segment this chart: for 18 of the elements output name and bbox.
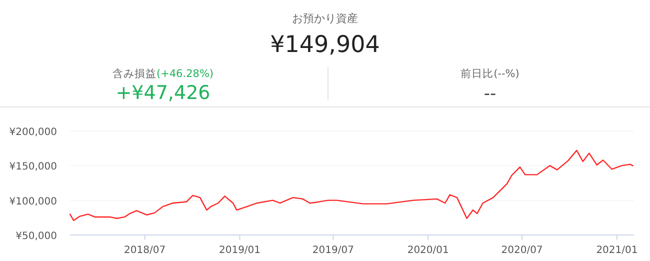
x-tick-label: 2019/01 — [218, 245, 261, 256]
x-tick-label: 2021/01 — [596, 245, 638, 256]
chart-title: お預かり資産 — [292, 12, 358, 25]
x-tick-label: 2020/01 — [407, 245, 449, 256]
y-tick-label: ¥100,000 — [9, 196, 57, 208]
text: -- — [484, 84, 496, 104]
y-tick-label: ¥150,000 — [9, 162, 57, 173]
x-tick-label: 2019/07 — [312, 245, 354, 256]
text: 含み損益 — [112, 67, 156, 80]
chart-subtitle: ¥149,904 — [270, 32, 380, 58]
text: (+46.28%) — [156, 68, 214, 80]
y-tick-label: ¥200,000 — [9, 127, 57, 138]
text: +¥47,426 — [116, 82, 210, 104]
x-tick-label: 2018/07 — [124, 245, 166, 256]
text: 前日比(--%) — [460, 67, 520, 80]
y-tick-label: ¥50,000 — [16, 231, 57, 242]
line-series — [69, 150, 634, 222]
x-tick-label: 2020/07 — [501, 245, 543, 256]
